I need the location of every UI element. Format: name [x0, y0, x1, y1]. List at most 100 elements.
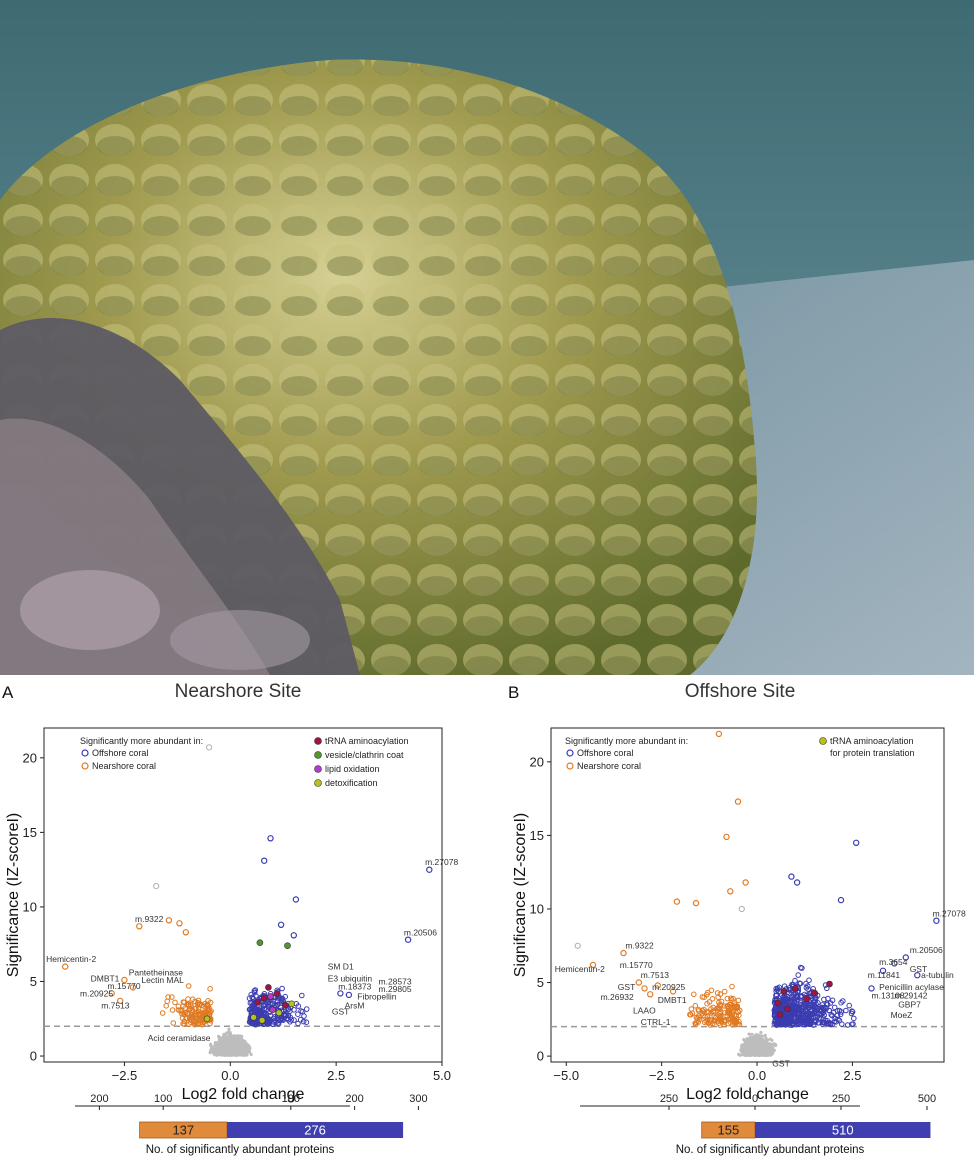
- nearshore-point: [699, 1007, 706, 1014]
- offshore-point: [840, 998, 846, 1004]
- data-point-nearshore: [673, 898, 681, 905]
- gene-annotation: m.9322: [135, 914, 164, 924]
- nonsignificant-point: [762, 1042, 766, 1046]
- nearshore-point: [163, 1003, 169, 1009]
- offshore-point: [798, 994, 804, 1000]
- data-point-detox: [288, 1000, 296, 1008]
- gene-annotation: DMBT1: [91, 974, 120, 984]
- offshore-point: [821, 1012, 828, 1018]
- offshore-point: [812, 998, 819, 1004]
- nonsignificant-point: [750, 1037, 754, 1041]
- data-point-nearshore: [692, 899, 700, 907]
- offshore-point: [809, 1001, 816, 1007]
- nonsignificant-point: [236, 1050, 241, 1054]
- offshore-point: [814, 1010, 820, 1017]
- offshore-point: [831, 1004, 838, 1011]
- offshore-point: [838, 999, 844, 1006]
- nearshore-point: [732, 1017, 738, 1024]
- gene-annotation: LAAO: [633, 1005, 656, 1015]
- data-point-nearshore: [734, 798, 742, 805]
- y-tick-label: 15: [530, 828, 544, 843]
- data-point-detox: [258, 1016, 266, 1024]
- nearshore-point: [191, 1011, 198, 1018]
- legend-label: Nearshore coral: [92, 761, 156, 771]
- data-point-trna: [774, 999, 782, 1007]
- nearshore-point: [172, 999, 178, 1006]
- nonsignificant-point: [222, 1039, 226, 1044]
- y-tick-label: 10: [23, 899, 37, 914]
- offshore-point: [774, 985, 781, 992]
- count-axis-tick-label: 100: [154, 1093, 172, 1105]
- nonsignificant-point: [763, 1033, 767, 1037]
- nearshore-point: [731, 1020, 737, 1027]
- nearshore-point: [207, 1020, 213, 1027]
- nonsignificant-point: [754, 1041, 758, 1045]
- offshore-point: [248, 991, 254, 998]
- panel-title: Offshore Site: [685, 681, 796, 702]
- panel-a-volcano-plot: A Nearshore Site m.27078 m.20506 m.9322 Hemic…: [2, 681, 458, 1156]
- y-tick-label: 0: [30, 1049, 37, 1064]
- data-point-offshore: [290, 932, 297, 939]
- nearshore-point: [729, 1008, 736, 1015]
- nearshore-point: [727, 1015, 734, 1022]
- gene-annotation: SM D1: [328, 962, 354, 972]
- nearshore-point: [182, 1005, 189, 1011]
- data-point-nearshore: [635, 979, 643, 986]
- gene-annotation: Acid ceramidase: [148, 1033, 211, 1043]
- panel-title: Nearshore Site: [175, 681, 302, 702]
- offshore-point: [844, 1022, 851, 1028]
- gene-annotation: GST: [618, 982, 635, 992]
- legend-label: Offshore coral: [92, 748, 148, 758]
- nonsignificant-point: [209, 1042, 213, 1046]
- gene-annotation: GBP7: [898, 1000, 921, 1010]
- offshore-point: [821, 996, 827, 1003]
- nonsignificant-point: [237, 1044, 241, 1048]
- nonsignificant-point: [739, 1047, 744, 1051]
- offshore-point: [279, 998, 285, 1005]
- nearshore-point: [183, 1015, 189, 1022]
- offshore-point: [278, 995, 285, 1002]
- nonsignificant-point: [227, 1045, 231, 1049]
- offshore-point: [249, 1000, 255, 1006]
- offshore-point: [285, 1017, 292, 1023]
- nonsignificant-point: [745, 1047, 750, 1051]
- data-point-nearshore: [715, 730, 723, 738]
- gene-annotation: MoeZ: [891, 1010, 913, 1020]
- offshore-count-bar: [755, 1122, 931, 1138]
- gene-annotation: m.29805: [379, 984, 412, 994]
- nearshore-point: [185, 983, 192, 989]
- offshore-point: [827, 1000, 834, 1006]
- nearshore-point: [712, 1015, 719, 1021]
- nonsignificant-point: [227, 1048, 231, 1052]
- nonsignificant-point: [744, 1051, 749, 1055]
- offshore-point: [285, 1006, 292, 1012]
- offshore-point: [285, 1012, 292, 1019]
- offshore-point: [843, 1007, 849, 1014]
- offshore-point: [258, 1007, 264, 1014]
- data-point-trna: [810, 989, 818, 997]
- gene-annotation: Fibropellin: [357, 991, 396, 1001]
- nonsignificant-point: [757, 1046, 761, 1051]
- nearshore-point: [169, 1007, 176, 1013]
- nearshore-point: [192, 1019, 199, 1026]
- nonsignificant-point: [771, 1049, 775, 1053]
- data-point-nonsig: [206, 744, 213, 751]
- nonsignificant-point: [737, 1052, 741, 1056]
- offshore-point: [303, 1006, 310, 1012]
- data-point-vesicle: [284, 942, 291, 950]
- data-point-detox: [275, 1009, 283, 1017]
- data-point-offshore: [891, 960, 898, 967]
- nonsignificant-point: [238, 1038, 242, 1042]
- gene-annotation: m.18373: [338, 982, 371, 992]
- nonsignificant-point: [753, 1035, 757, 1040]
- data-point-trna: [265, 984, 272, 991]
- offshore-point: [279, 985, 285, 992]
- offshore-point: [811, 1009, 818, 1016]
- count-axis-tick-label: 0: [752, 1093, 758, 1105]
- offshore-point: [260, 1003, 267, 1009]
- nearshore-point: [709, 996, 716, 1002]
- count-axis-tick-label: 300: [409, 1093, 427, 1105]
- x-axis-label: Log2 fold change: [182, 1086, 305, 1103]
- data-point-lipid: [267, 993, 274, 1000]
- offshore-point: [249, 994, 255, 1001]
